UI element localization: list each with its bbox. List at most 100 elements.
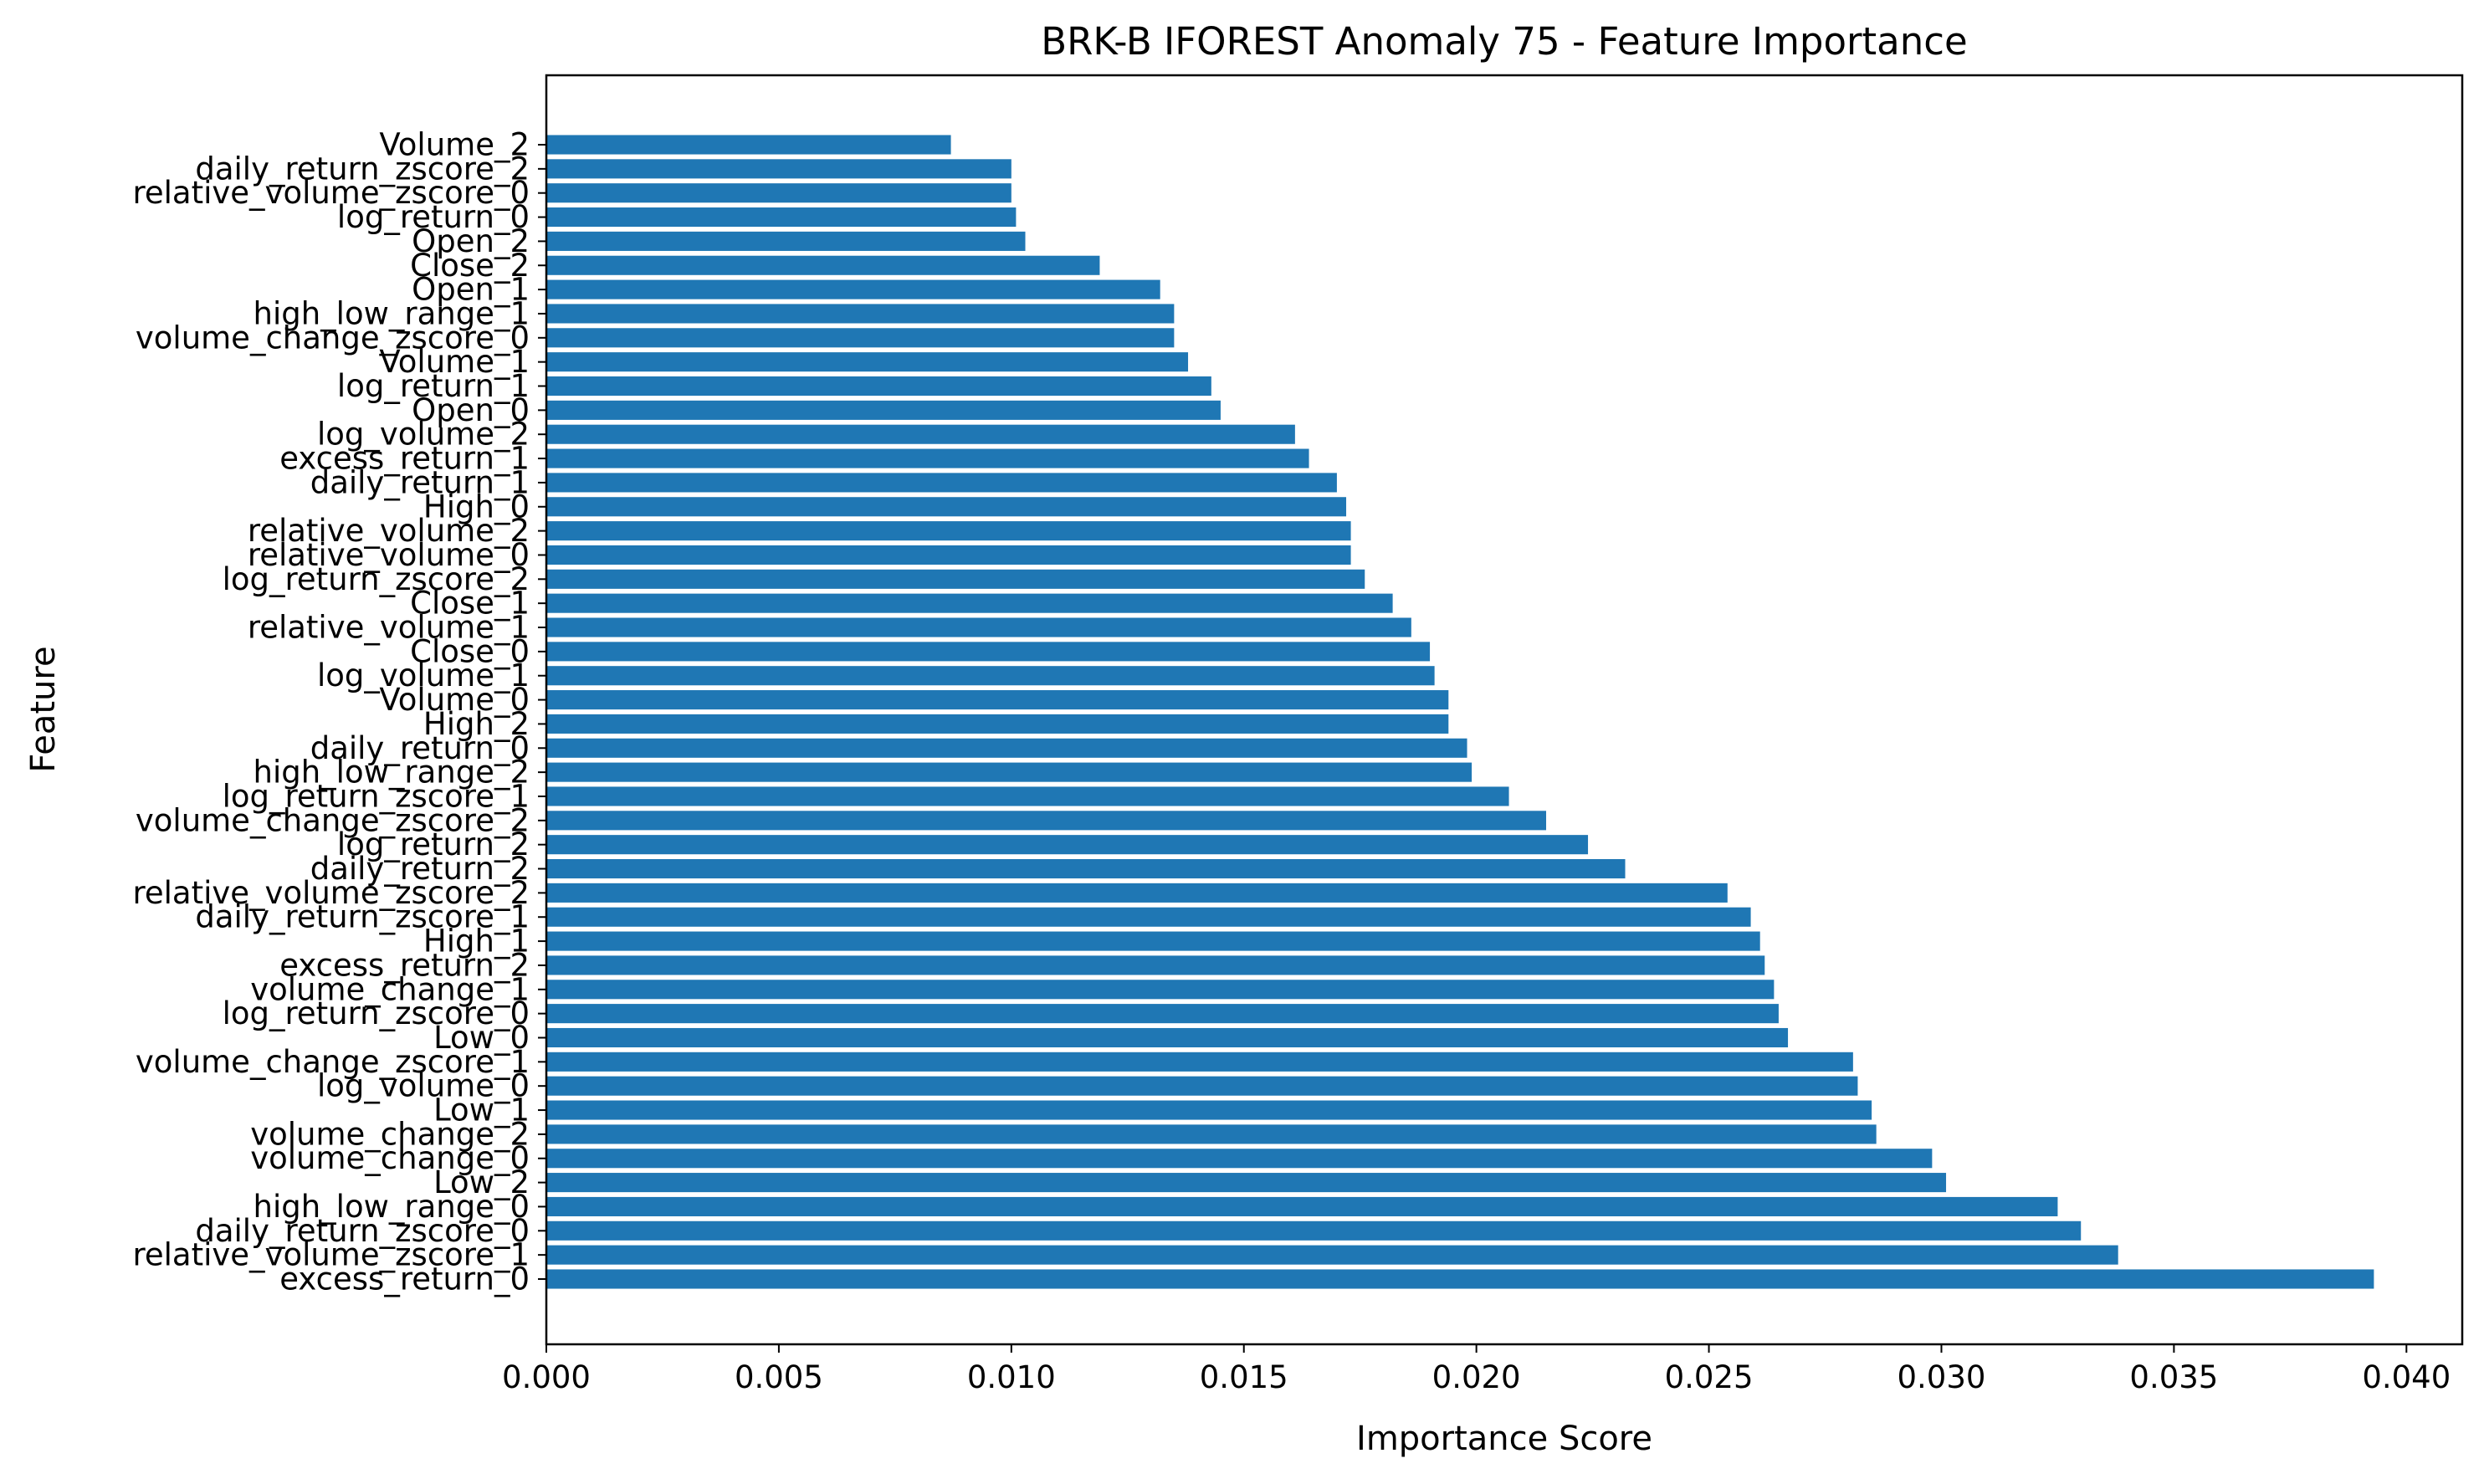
y-tick-label: Open_1 bbox=[412, 272, 530, 308]
bar-High_1 bbox=[546, 931, 1760, 951]
y-tick-label: volume_change_zscore_1 bbox=[136, 1044, 530, 1080]
y-tick-label: Close_0 bbox=[410, 633, 530, 669]
plot-frame bbox=[545, 74, 2464, 1346]
bar-Close_0 bbox=[546, 642, 1431, 662]
x-tick-label: 0.005 bbox=[735, 1359, 823, 1395]
bar-relative_volume_1 bbox=[546, 617, 1411, 637]
y-tick-label: High_2 bbox=[423, 706, 530, 742]
bar-relative_volume_zscore_2 bbox=[546, 883, 1728, 903]
y-tick-label: relative_volume_zscore_0 bbox=[132, 175, 530, 211]
y-tick-label: Low_1 bbox=[433, 1093, 530, 1128]
y-tick-label: High_0 bbox=[423, 489, 530, 525]
bar-daily_return_0 bbox=[546, 738, 1467, 758]
y-tick-label: Volume_2 bbox=[379, 127, 530, 163]
y-tick-label: log_return_zscore_0 bbox=[223, 995, 530, 1031]
y-tick-label: log_volume_1 bbox=[317, 658, 530, 693]
bar-high_low_range_1 bbox=[546, 304, 1175, 324]
y-tick-label: Open_0 bbox=[412, 392, 530, 428]
bar-log_volume_0 bbox=[546, 1076, 1858, 1096]
y-tick-label: volume_change_1 bbox=[250, 971, 530, 1007]
y-tick-label: Volume_1 bbox=[379, 344, 530, 380]
bar-daily_return_1 bbox=[546, 473, 1337, 493]
bar-log_return_zscore_0 bbox=[546, 1004, 1779, 1024]
y-tick-label: volume_change_zscore_0 bbox=[136, 320, 530, 356]
bar-relative_volume_2 bbox=[546, 521, 1351, 541]
bar-relative_volume_zscore_1 bbox=[546, 1245, 2118, 1265]
bar-high_low_range_2 bbox=[546, 762, 1472, 782]
y-tick-label: excess_return_1 bbox=[279, 441, 530, 477]
bar-high_low_range_0 bbox=[546, 1196, 2058, 1216]
bar-volume_change_2 bbox=[546, 1124, 1877, 1144]
y-axis-label: Feature bbox=[24, 646, 63, 772]
y-tick-label: Open_2 bbox=[412, 223, 530, 259]
bar-log_volume_1 bbox=[546, 666, 1435, 686]
bar-Low_1 bbox=[546, 1100, 1872, 1120]
x-axis-ticks: 0.000 0.005 0.010 0.015 0.020 0.025 0.030 0.035… bbox=[502, 1344, 2451, 1395]
y-tick-label: relative_volume_zscore_1 bbox=[132, 1237, 530, 1273]
bar-Volume_1 bbox=[546, 352, 1189, 372]
y-tick-label: excess_return_0 bbox=[279, 1261, 530, 1297]
y-tick-label: log_return_2 bbox=[337, 826, 530, 862]
x-tick-label: 0.025 bbox=[1665, 1359, 1754, 1395]
x-tick-label: 0.035 bbox=[2129, 1359, 2218, 1395]
bar-daily_return_zscore_1 bbox=[546, 907, 1751, 927]
y-tick-label: Low_0 bbox=[433, 1020, 530, 1056]
bar-log_return_0 bbox=[546, 207, 1017, 228]
y-tick-label: Volume_0 bbox=[379, 682, 530, 718]
bar-relative_volume_zscore_0 bbox=[546, 183, 1012, 203]
y-axis-ticks: excess_return_0relative_volume_zscore_1d… bbox=[132, 127, 546, 1297]
bar-log_return_zscore_1 bbox=[546, 786, 1509, 806]
y-tick-label: daily_return_0 bbox=[310, 730, 530, 766]
bar-log_return_2 bbox=[546, 835, 1589, 855]
y-tick-label: daily_return_zscore_0 bbox=[195, 1213, 530, 1249]
y-tick-label: volume_change_zscore_2 bbox=[136, 802, 530, 838]
bar-Low_0 bbox=[546, 1027, 1789, 1048]
y-tick-label: volume_change_2 bbox=[250, 1116, 530, 1152]
y-tick-label: Close_2 bbox=[410, 248, 530, 284]
y-tick-label: daily_return_1 bbox=[310, 464, 530, 500]
bar-Volume_2 bbox=[546, 135, 951, 155]
bar-Open_1 bbox=[546, 279, 1160, 299]
y-tick-label: relative_volume_1 bbox=[248, 610, 530, 646]
x-tick-label: 0.040 bbox=[2362, 1359, 2451, 1395]
chart-title: BRK-B IFOREST Anomaly 75 - Feature Impor… bbox=[1041, 19, 1967, 64]
y-tick-label: daily_return_zscore_1 bbox=[195, 899, 530, 935]
x-tick-label: 0.000 bbox=[502, 1359, 591, 1395]
bar-log_return_1 bbox=[546, 376, 1211, 397]
bar-Open_2 bbox=[546, 231, 1026, 251]
y-tick-label: Close_1 bbox=[410, 586, 530, 622]
bar-Close_2 bbox=[546, 255, 1100, 275]
y-tick-label: daily_return_zscore_2 bbox=[195, 151, 530, 187]
bar-relative_volume_0 bbox=[546, 545, 1351, 565]
x-tick-label: 0.030 bbox=[1898, 1359, 1986, 1395]
y-tick-label: log_volume_2 bbox=[317, 417, 530, 453]
x-tick-label: 0.015 bbox=[1200, 1359, 1288, 1395]
bar-daily_return_zscore_2 bbox=[546, 159, 1012, 179]
bar-log_return_zscore_2 bbox=[546, 569, 1365, 589]
bar-Low_2 bbox=[546, 1173, 1947, 1193]
y-tick-label: log_return_1 bbox=[337, 368, 530, 404]
bar-volume_change_zscore_1 bbox=[546, 1052, 1853, 1072]
y-tick-label: volume_change_0 bbox=[250, 1140, 530, 1176]
bar-daily_return_zscore_0 bbox=[546, 1220, 2082, 1241]
x-axis-label: Importance Score bbox=[1356, 1420, 1652, 1458]
y-tick-label: High_1 bbox=[423, 924, 530, 959]
bars-group bbox=[546, 135, 2374, 1289]
bar-excess_return_0 bbox=[546, 1269, 2374, 1289]
y-tick-label: log_return_0 bbox=[337, 199, 530, 235]
y-tick-label: relative_volume_zscore_2 bbox=[132, 875, 530, 911]
bar-log_volume_2 bbox=[546, 424, 1295, 444]
bar-volume_change_1 bbox=[546, 980, 1775, 1000]
y-tick-label: high_low_range_0 bbox=[254, 1189, 530, 1225]
bar-volume_change_zscore_2 bbox=[546, 811, 1547, 831]
bar-daily_return_2 bbox=[546, 858, 1626, 879]
x-tick-label: 0.020 bbox=[1432, 1359, 1521, 1395]
y-tick-label: relative_volume_2 bbox=[248, 513, 530, 549]
y-tick-label: log_return_zscore_1 bbox=[223, 778, 530, 814]
y-tick-label: log_return_zscore_2 bbox=[223, 561, 530, 597]
y-tick-label: daily_return_2 bbox=[310, 851, 530, 887]
y-tick-label: high_low_range_1 bbox=[254, 295, 530, 331]
bar-excess_return_1 bbox=[546, 448, 1309, 468]
bar-volume_change_zscore_0 bbox=[546, 328, 1175, 348]
